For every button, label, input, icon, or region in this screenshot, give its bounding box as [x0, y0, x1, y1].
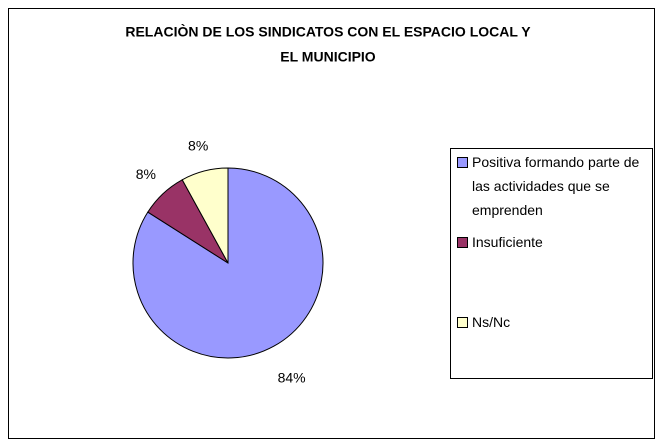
data-label: 84%: [278, 369, 306, 385]
legend: Positiva formando parte de las actividad…: [450, 148, 653, 379]
legend-swatch: [457, 317, 468, 328]
chart-title: RELACIÒN DE LOS SINDICATOS CON EL ESPACI…: [125, 23, 531, 40]
data-label: 8%: [188, 137, 208, 153]
legend-entry: Insuficiente: [457, 230, 642, 254]
legend-label: Positiva formando parte de las actividad…: [472, 154, 640, 218]
pie-slice: [181, 167, 229, 264]
legend-label: Insuficiente: [472, 234, 543, 250]
legend-swatch: [457, 237, 468, 248]
chart-border: [8, 8, 655, 439]
chart-title: EL MUNICIPIO: [280, 49, 376, 65]
data-label: 8%: [136, 166, 156, 182]
legend-swatch: [457, 157, 468, 168]
legend-entry: Ns/Nc: [457, 310, 642, 334]
legend-label: Ns/Nc: [472, 314, 511, 330]
legend-entry: Positiva formando parte de las actividad…: [457, 150, 642, 222]
